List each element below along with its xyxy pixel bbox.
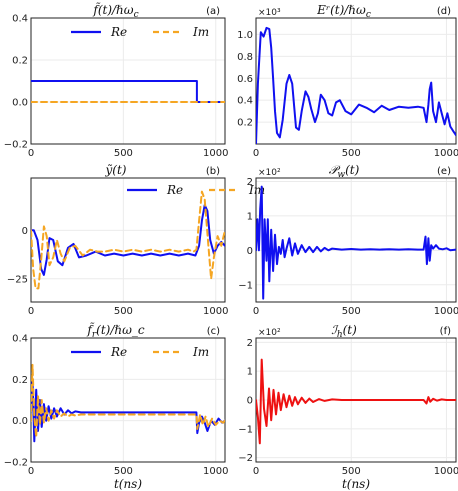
- x-tick-label: 0: [253, 306, 259, 317]
- x-tick-label: 1000: [203, 148, 228, 159]
- legend-label-re: Re: [110, 345, 127, 359]
- x-axis-label: t(ns): [114, 477, 142, 491]
- y-tick-label: −25: [7, 274, 28, 285]
- y-tick-label: 0: [247, 396, 253, 407]
- panel-letter: (c): [207, 326, 220, 337]
- series-line-re: [31, 204, 225, 276]
- chart-panel-d: 0 500 1000 0.2 0.4 0.6 0.8 1.0 ×10³ Eʳ(t)/ℏωc (d): [237, 3, 458, 159]
- chart-title: f̃r(t)/ℏω_c: [86, 321, 145, 340]
- chart-title: f̃(t)/ℏωc: [92, 1, 138, 20]
- plot-area: [256, 26, 456, 144]
- y-tick-label: 0.4: [12, 14, 28, 25]
- legend: Re Im: [127, 183, 265, 197]
- x-tick-label: 500: [342, 148, 361, 159]
- plot-area: [256, 358, 456, 445]
- y-tick-label: −0.2: [4, 458, 28, 469]
- series-line-data: [256, 358, 456, 445]
- y-tick-label: −1: [238, 280, 253, 291]
- chart-panel-f: 0 500 1000 −2 −1 0 1 2 ×10² ℐh(t) (f) t(ns): [238, 323, 458, 491]
- x-tick-label: 0: [28, 306, 34, 317]
- panel-letter: (f): [440, 326, 451, 337]
- x-tick-label: 500: [342, 466, 361, 477]
- y-tick-label: 0.0: [12, 416, 28, 427]
- legend: Re Im: [71, 345, 209, 359]
- legend: Re Im: [71, 25, 209, 39]
- panel-letter: (b): [206, 166, 220, 177]
- y-tick-label: 0.4: [237, 96, 253, 107]
- y-tick-label: 0: [247, 246, 253, 257]
- chart-title: ỹ(t): [105, 163, 127, 177]
- y-tick-label: −0.2: [4, 140, 28, 151]
- plot-area: [256, 185, 456, 300]
- panel-letter: (d): [437, 6, 451, 17]
- series-line-re: [31, 80, 225, 103]
- plot-frame: [30, 177, 226, 303]
- legend-label-im: Im: [192, 345, 209, 359]
- x-tick-label: 0: [28, 466, 34, 477]
- series-line-re: [31, 378, 225, 443]
- series-line-data: [256, 185, 456, 300]
- series-line-data: [256, 26, 456, 144]
- x-tick-label: 0: [253, 466, 259, 477]
- chart-panel-c: 0 500 1000 −0.2 0.0 0.2 0.4 f̃r(t)/ℏω_c (c) t(ns)…: [4, 321, 229, 491]
- legend-label-re: Re: [110, 25, 127, 39]
- y-tick-label: 0.8: [237, 52, 253, 63]
- x-tick-label: 1000: [434, 466, 458, 477]
- x-tick-label: 1000: [434, 148, 458, 159]
- axis-multiplier: ×10²: [258, 168, 281, 178]
- y-tick-label: 0.4: [12, 334, 28, 345]
- panel-letter: (e): [437, 166, 451, 177]
- plot-area: [31, 80, 225, 103]
- x-axis-label: t(ns): [342, 477, 370, 491]
- y-tick-label: 2: [247, 338, 253, 349]
- y-tick-label: 0.2: [237, 118, 253, 129]
- y-tick-label: 0.0: [12, 98, 28, 109]
- plot-frame: [255, 17, 457, 145]
- x-tick-label: 0: [28, 148, 34, 159]
- y-tick-label: 1: [247, 211, 253, 222]
- chart-title: Eʳ(t)/ℏωc: [316, 3, 371, 20]
- y-tick-label: −2: [238, 453, 253, 464]
- axis-multiplier: ×10³: [258, 8, 281, 18]
- y-tick-label: 0.6: [237, 74, 253, 85]
- legend-label-im: Im: [192, 25, 209, 39]
- x-tick-label: 500: [114, 466, 133, 477]
- chart-panel-a: 0 500 1000 −0.2 0.0 0.2 0.4 f̃(t)/ℏωc (a) Re Im: [4, 1, 229, 159]
- y-tick-label: 0.2: [12, 56, 28, 67]
- plot-area: [31, 190, 225, 290]
- axis-multiplier: ×10²: [258, 328, 281, 338]
- x-tick-label: 1000: [434, 306, 458, 317]
- plot-area: [31, 363, 225, 443]
- x-tick-label: 500: [114, 148, 133, 159]
- chart-title: ℐh(t): [331, 323, 357, 340]
- chart-panel-e: 0 500 1000 −1 0 1 2 ×10² 𝒫w(t) (e): [238, 163, 458, 317]
- y-tick-label: 2: [247, 177, 253, 188]
- x-tick-label: 500: [114, 306, 133, 317]
- panel-letter: (a): [206, 6, 220, 17]
- y-tick-label: 1: [247, 367, 253, 378]
- y-tick-label: −1: [238, 424, 253, 435]
- x-tick-label: 1000: [203, 306, 228, 317]
- series-line-im: [31, 190, 225, 290]
- y-tick-label: 0: [22, 226, 28, 237]
- chart-panel-b: 0 500 1000 −25 0 ỹ(t) (b) Re Im: [7, 163, 265, 317]
- x-tick-label: 500: [342, 306, 361, 317]
- y-tick-label: 1.0: [237, 30, 253, 41]
- x-tick-label: 0: [253, 148, 259, 159]
- legend-label-re: Re: [166, 183, 183, 197]
- y-tick-label: 0.2: [12, 375, 28, 386]
- chart-title: 𝒫w(t): [329, 163, 360, 180]
- x-tick-label: 1000: [203, 466, 228, 477]
- series-line-im: [31, 363, 225, 439]
